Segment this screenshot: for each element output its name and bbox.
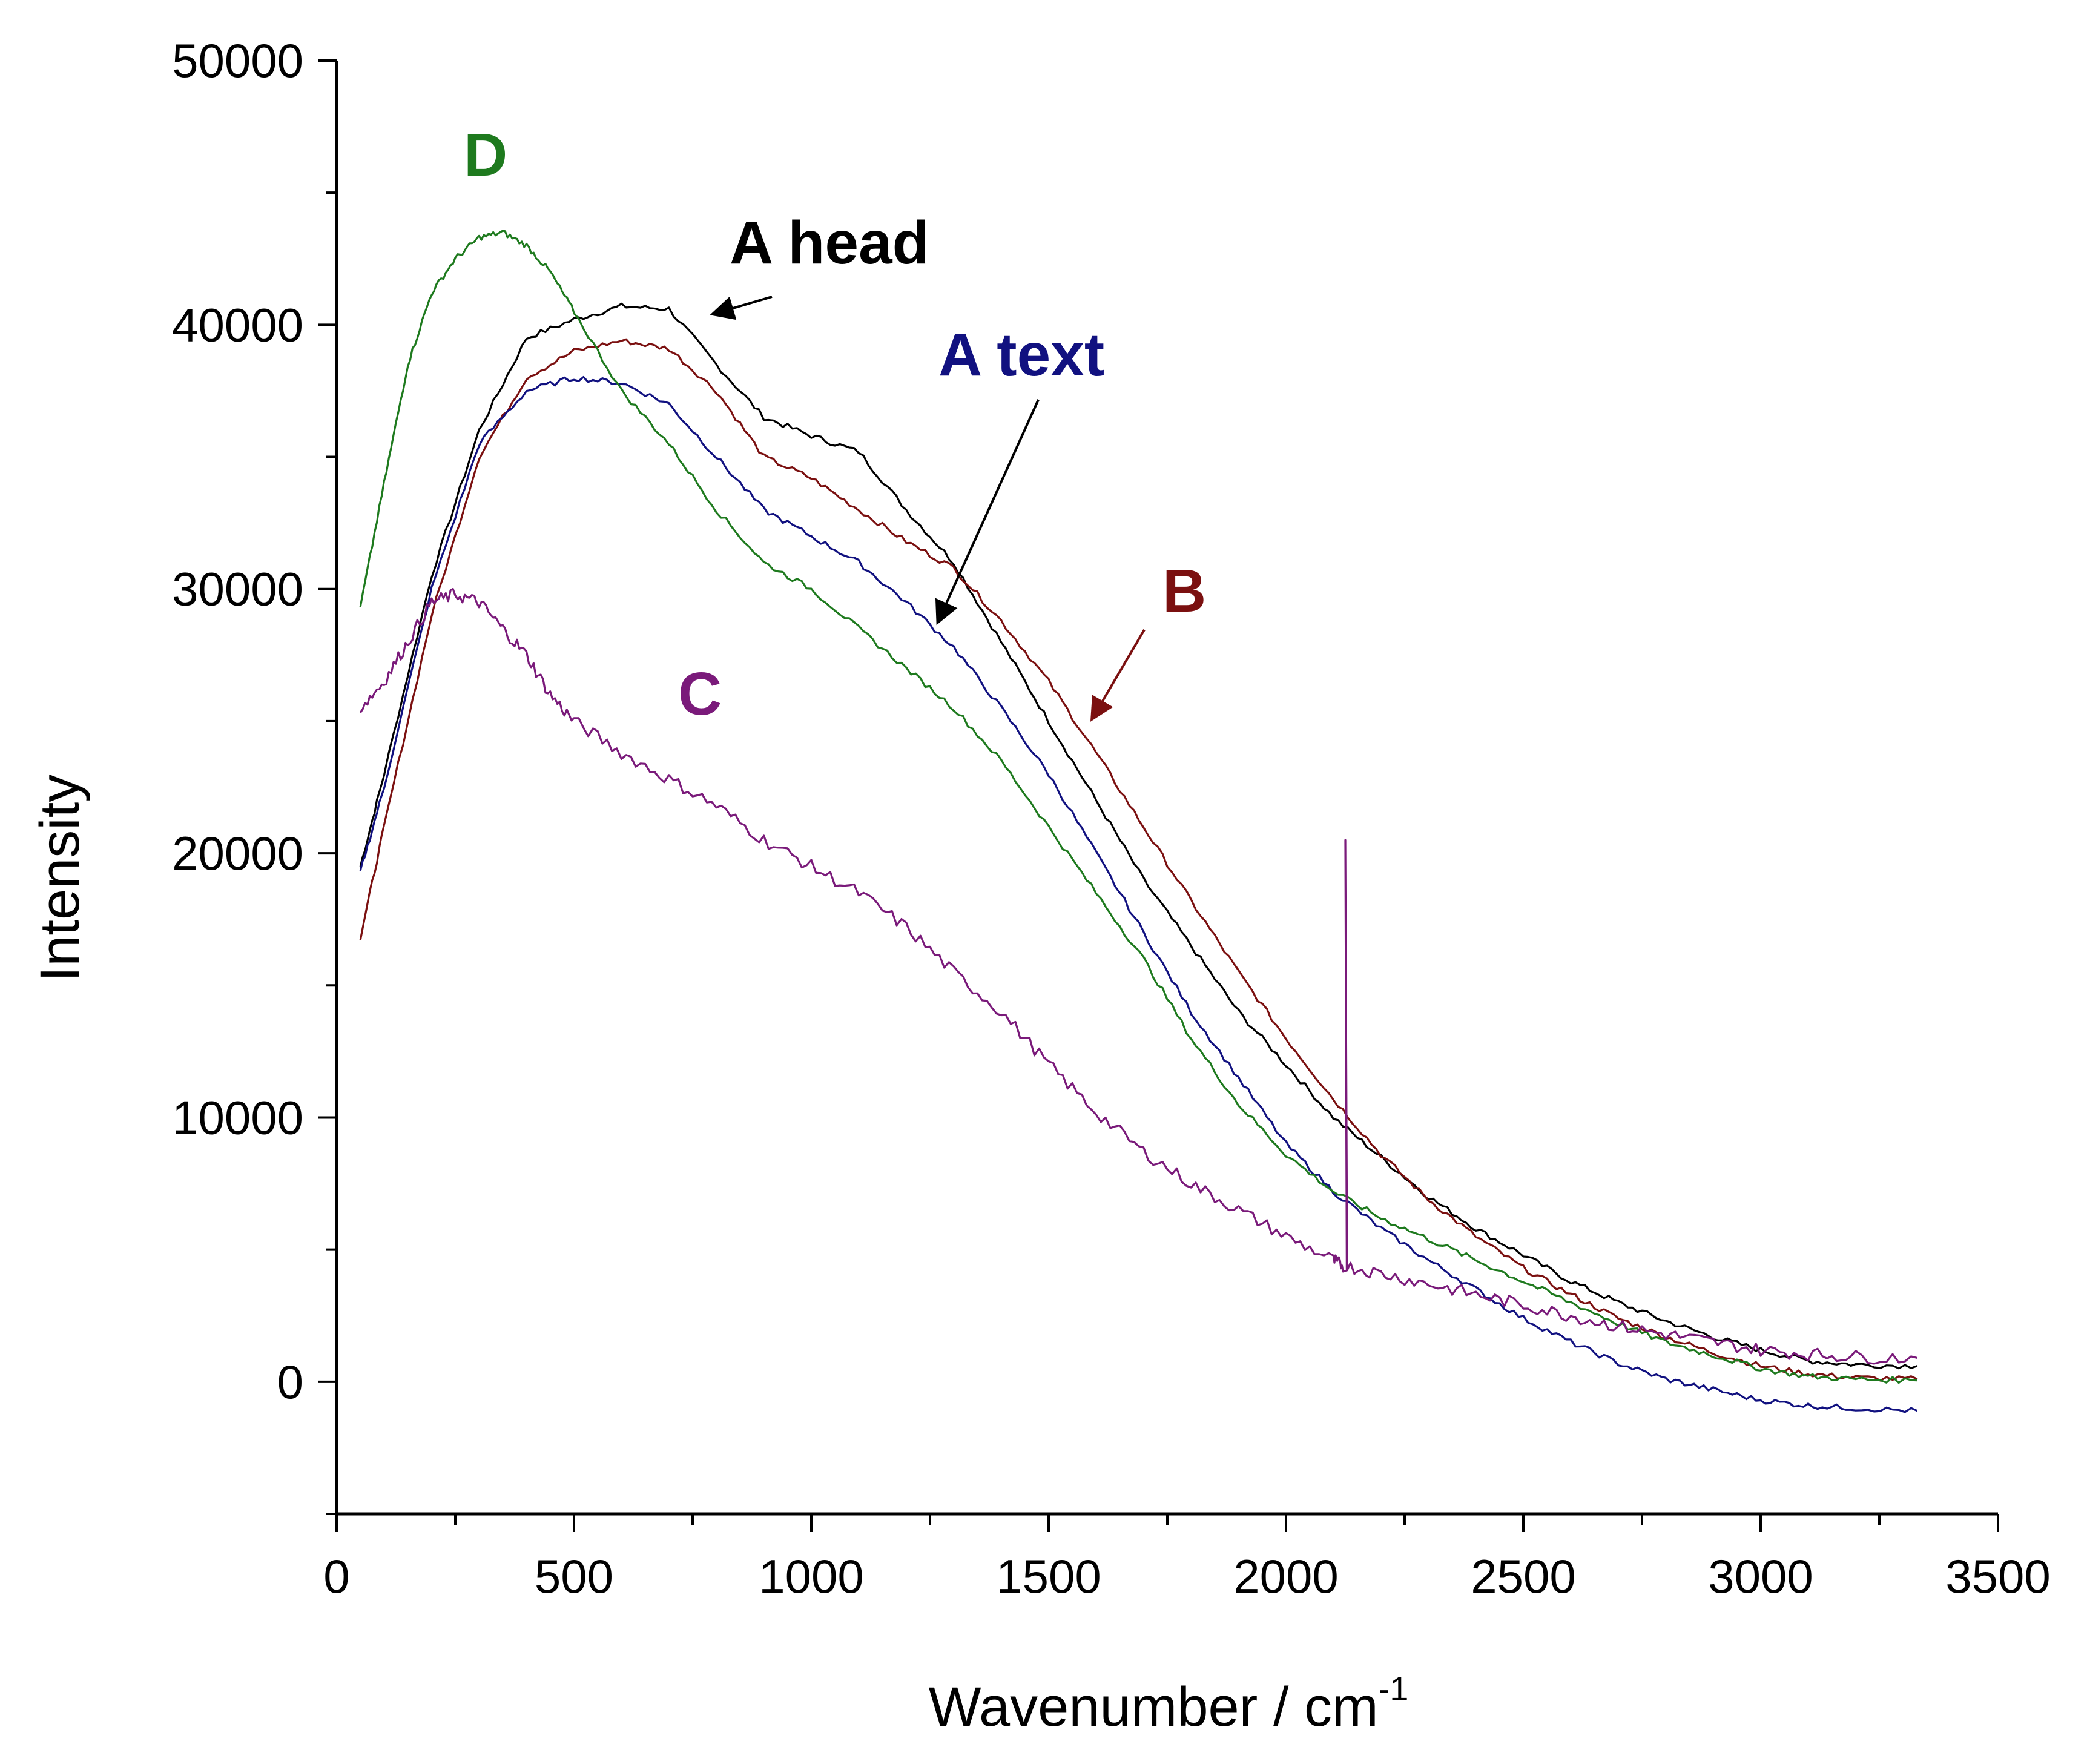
y-tick-label: 0: [277, 1355, 303, 1409]
axes: [335, 61, 1998, 1516]
series-line-a-head: [359, 302, 1918, 1370]
series-label-d: D: [464, 121, 507, 189]
series-label-b: B: [1162, 557, 1206, 625]
series-group: [359, 230, 1918, 1413]
series-line-d: [359, 230, 1917, 1384]
y-tick-label: 10000: [172, 1091, 303, 1144]
y-ticks: 0 10000 20000 30000 40000 50000: [172, 34, 337, 1515]
y-axis-title: Intensity: [29, 775, 91, 982]
x-tick-label: 2000: [1233, 1550, 1339, 1603]
series-line-b: [359, 338, 1918, 1382]
x-tick-label: 2500: [1471, 1550, 1576, 1603]
series-labels: D A head A text B C: [464, 121, 1206, 728]
x-tick-label: 500: [535, 1550, 613, 1603]
series-label-a-text: A text: [938, 321, 1104, 389]
series-label-a-head: A head: [730, 209, 929, 277]
series-label-c: C: [678, 660, 722, 728]
b-arrow: [1090, 629, 1146, 722]
x-ticks: 0 500 1000 1500 2000 2500 3000 3500: [323, 1514, 2051, 1603]
a-head-arrow: [710, 296, 773, 320]
y-tick-label: 40000: [172, 298, 303, 351]
x-axis-title-main: Wavenumber / cm: [929, 1676, 1379, 1738]
x-tick-label: 3500: [1945, 1550, 2051, 1603]
series-line-c: [359, 587, 1918, 1365]
x-tick-label: 3000: [1708, 1550, 1813, 1603]
x-axis-title: Wavenumber / cm-1: [929, 1670, 1409, 1738]
y-tick-label: 30000: [172, 563, 303, 616]
y-tick-label: 20000: [172, 827, 303, 880]
x-axis-title-superscript: -1: [1379, 1670, 1409, 1708]
a-text-arrow: [935, 399, 1040, 626]
annotation-arrows: [710, 296, 1146, 722]
x-tick-label: 1500: [996, 1550, 1101, 1603]
y-tick-label: 50000: [172, 34, 303, 87]
x-tick-label: 1000: [759, 1550, 864, 1603]
x-tick-label: 0: [323, 1550, 349, 1603]
series-line-a-text: [359, 376, 1918, 1413]
